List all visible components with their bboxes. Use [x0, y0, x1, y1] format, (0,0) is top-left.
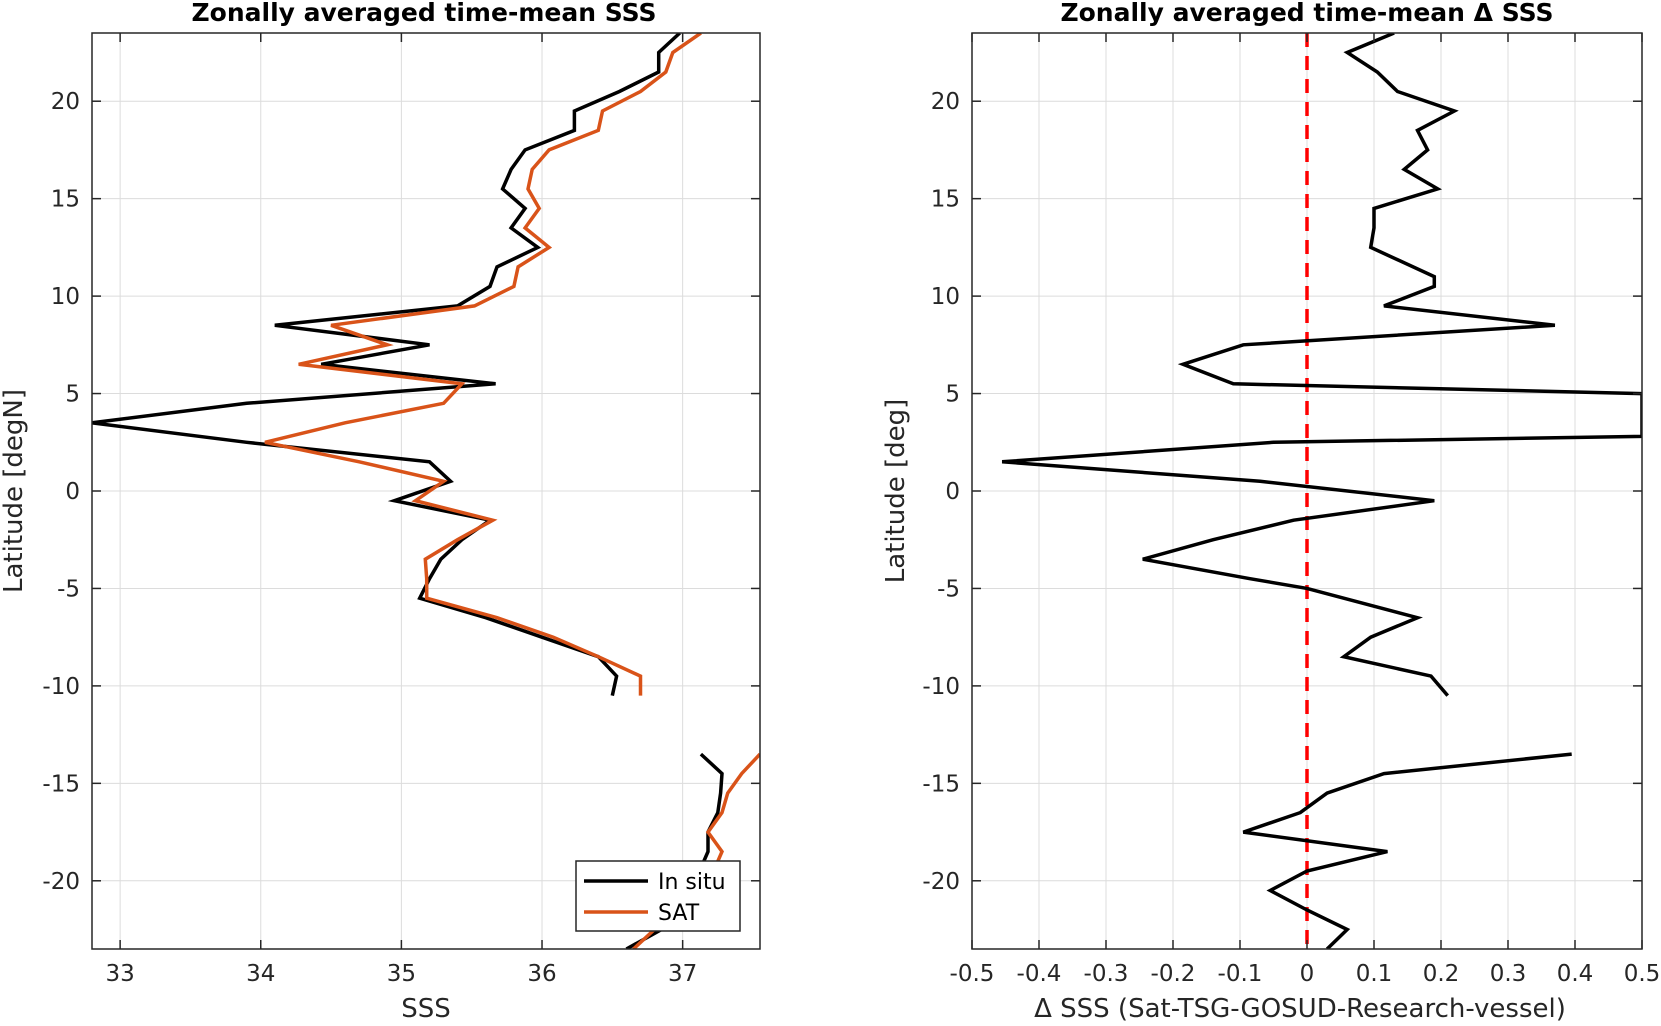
y-tick-label: 20: [931, 89, 960, 115]
x-tick-label: 0.1: [1356, 961, 1393, 987]
y-tick-label: 10: [51, 284, 80, 310]
legend: In situ SAT: [575, 860, 741, 932]
series-line-sat: [264, 33, 702, 696]
x-tick-label: 0.3: [1490, 961, 1527, 987]
x-axis-label: Δ SSS (Sat-TSG-GOSUD-Research-vessel): [1034, 994, 1566, 1024]
y-tick-label: 0: [945, 479, 960, 505]
axis-ticks: -0.5 -0.4 -0.3 -0.2 -0.1 0 0.1 0.2 0.3 0.4 0.5 -20 -…: [922, 33, 1660, 987]
series-line-delta-sss: [1242, 752, 1572, 949]
legend-label-sat: SAT: [658, 901, 700, 926]
series-line-delta-sss: [1001, 33, 1642, 697]
x-tick-label: 33: [105, 961, 134, 987]
x-tick-label: 34: [246, 961, 275, 987]
x-tick-label: 0.2: [1423, 961, 1460, 987]
sss-panel: Zonally averaged time-mean SSS 33 34 35 36 3…: [0, 0, 761, 1024]
delta-sss-chart-title: Zonally averaged time-mean Δ SSS: [1061, 0, 1554, 27]
y-tick-label: 5: [65, 382, 80, 408]
y-tick-label: 5: [945, 382, 960, 408]
y-tick-label: 10: [931, 284, 960, 310]
y-tick-label: -10: [922, 674, 960, 700]
x-tick-label: -0.1: [1218, 961, 1263, 987]
x-tick-label: 36: [527, 961, 556, 987]
y-tick-label: -20: [42, 869, 80, 895]
x-tick-label: 37: [668, 961, 697, 987]
delta-sss-series-line: [1001, 33, 1642, 949]
y-tick-label: -15: [42, 771, 80, 797]
x-axis-label: SSS: [401, 994, 451, 1024]
y-tick-label: -15: [922, 771, 960, 797]
y-tick-label: -20: [922, 869, 960, 895]
x-tick-label: 35: [387, 961, 416, 987]
x-tick-label: 0.4: [1557, 961, 1594, 987]
delta-sss-panel: Zonally averaged time-mean Δ SSS -0.5 -0.…: [881, 0, 1660, 1024]
y-tick-label: 15: [51, 187, 80, 213]
sss-chart-title: Zonally averaged time-mean SSS: [192, 0, 657, 27]
y-tick-label: 0: [65, 479, 80, 505]
y-tick-label: 15: [931, 187, 960, 213]
x-tick-label: 0.5: [1624, 961, 1661, 987]
plot-area: [1001, 33, 1642, 949]
grid-lines: [971, 33, 1643, 949]
legend-label-in-situ: In situ: [658, 870, 726, 895]
x-tick-label: -0.5: [950, 961, 995, 987]
x-tick-label: 0: [1300, 961, 1315, 987]
y-axis-label: Latitude [degN]: [0, 389, 29, 593]
y-tick-label: -10: [42, 674, 80, 700]
y-tick-label: -5: [937, 576, 960, 602]
y-axis-label: Latitude [deg]: [881, 399, 911, 584]
x-tick-label: -0.2: [1151, 961, 1196, 987]
axis-ticks: 33 34 35 36 37 -20 -15 -10 -5 0 5 10 15 20: [42, 33, 760, 987]
x-tick-label: -0.4: [1017, 961, 1062, 987]
x-tick-label: -0.3: [1084, 961, 1129, 987]
y-tick-label: -5: [57, 576, 80, 602]
grid-lines: [92, 33, 760, 949]
legend-box: [575, 860, 741, 932]
y-tick-label: 20: [51, 89, 80, 115]
